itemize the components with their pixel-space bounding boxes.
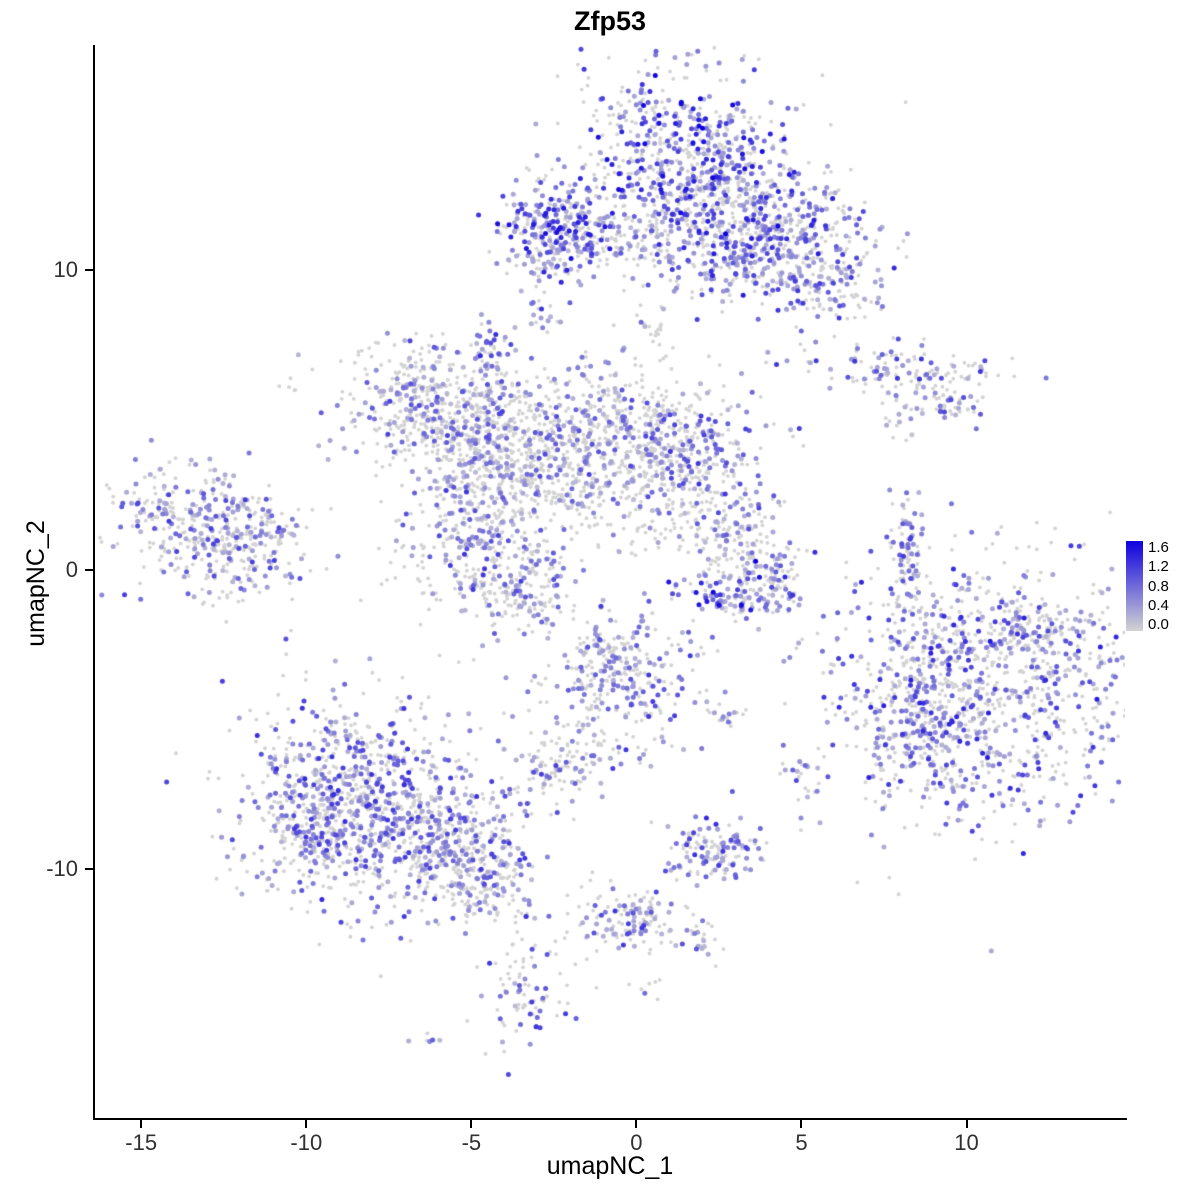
legend-tick-label: 0.0: [1148, 616, 1169, 633]
y-tick-mark: [85, 268, 93, 271]
plot-title: Zfp53: [573, 6, 646, 36]
legend-tick-label: 0.8: [1148, 577, 1169, 595]
x-tick-label: -10: [290, 1130, 323, 1155]
plot-area: [95, 45, 1125, 1118]
x-tick-label: -5: [461, 1130, 482, 1155]
y-axis-label: umapNC_2: [22, 520, 50, 647]
y-tick-mark: [85, 568, 93, 571]
y-tick-label: -10: [46, 856, 78, 882]
legend-tick-label: 1.6: [1148, 539, 1169, 556]
legend-labels: 1.6 1.2 0.8 0.4 0.0: [1148, 540, 1169, 632]
x-tick-mark: [635, 1120, 638, 1128]
x-tick-mark: [140, 1120, 143, 1128]
y-tick-label: 10: [53, 256, 78, 282]
x-tick-mark: [305, 1120, 308, 1128]
x-tick-label: -15: [125, 1130, 158, 1155]
legend-tick-label: 0.4: [1148, 596, 1169, 614]
scatter-canvas: [95, 45, 1125, 1118]
x-tick-mark: [965, 1120, 968, 1128]
expression-legend: 1.6 1.2 0.8 0.4 0.0: [1126, 540, 1169, 632]
x-tick-label: 5: [795, 1130, 808, 1155]
x-axis-line: [93, 1118, 1127, 1120]
y-tick-mark: [85, 868, 93, 871]
x-tick-label: 10: [954, 1130, 979, 1155]
x-tick-mark: [800, 1120, 803, 1128]
y-tick-label: 0: [65, 556, 78, 582]
x-axis-label: umapNC_1: [546, 1152, 674, 1180]
x-tick-mark: [470, 1120, 473, 1128]
y-axis-line: [93, 45, 95, 1120]
x-tick-label: 0: [630, 1130, 643, 1155]
legend-tick-label: 1.2: [1148, 558, 1169, 576]
legend-gradient-bar: [1126, 541, 1143, 631]
